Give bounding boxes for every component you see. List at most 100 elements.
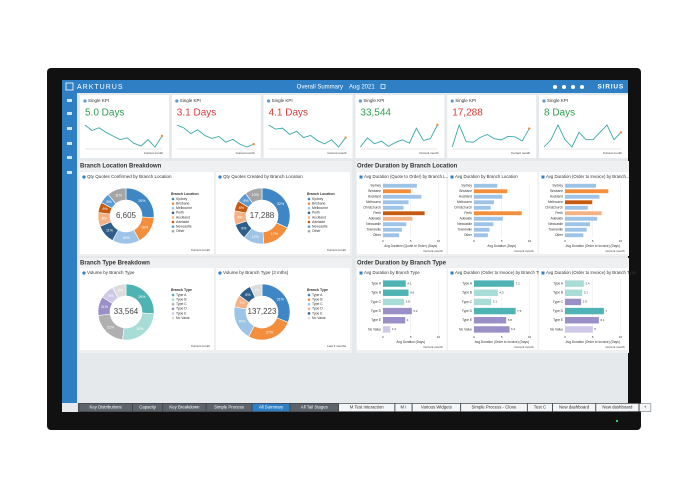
sidebar-icon[interactable]	[67, 156, 72, 159]
panel-footnote: Current month	[191, 248, 211, 252]
x-tick-label: 10	[619, 239, 623, 243]
x-tick-label: 5	[592, 239, 594, 243]
tab-label[interactable]: Key Breakdown	[169, 405, 200, 410]
legend-label: Newcastle	[176, 224, 192, 228]
category-label: Type E	[553, 318, 563, 322]
tab[interactable]	[132, 403, 163, 412]
tab[interactable]	[412, 403, 461, 412]
bar	[383, 233, 400, 238]
segment-label: 9%	[241, 226, 247, 230]
tab[interactable]	[290, 403, 339, 412]
legend-label: Auckland	[312, 215, 326, 219]
tab[interactable]	[78, 403, 133, 412]
sidebar-icon[interactable]	[67, 171, 72, 174]
tab-label[interactable]: Simple Process	[214, 405, 244, 410]
category-label: No Value	[459, 327, 472, 331]
bar	[383, 227, 402, 232]
sidebar-icon[interactable]	[67, 142, 72, 145]
tab[interactable]	[394, 403, 413, 412]
tab-label[interactable]: +	[644, 405, 647, 410]
bar	[474, 227, 490, 232]
user-icon[interactable]	[580, 85, 584, 89]
category-label: No Value	[368, 327, 381, 331]
tab[interactable]	[527, 403, 553, 412]
tab-label[interactable]: All Tail Stages	[301, 405, 328, 410]
bar-panel-title: Avg Duration by Branch Location	[455, 174, 518, 179]
panel-icon	[541, 175, 545, 179]
tab-label[interactable]: Test C	[534, 405, 546, 410]
top-bar	[62, 80, 628, 93]
tab-label[interactable]: M Test Interaction	[350, 405, 384, 410]
tab[interactable]	[338, 403, 395, 412]
dashboard-title: Overall Summary	[297, 85, 343, 91]
tab-label[interactable]: Various Widgets	[421, 405, 452, 410]
legend-swatch	[307, 202, 311, 205]
tab-label[interactable]: M I	[401, 405, 407, 410]
x-axis-label: Avg Duration (Days)	[487, 244, 516, 248]
x-tick-label: 10	[437, 335, 441, 339]
tab[interactable]	[251, 403, 290, 412]
refresh-icon[interactable]	[553, 85, 557, 89]
settings-icon[interactable]	[571, 85, 575, 89]
tab-label[interactable]: All Summary	[259, 405, 284, 410]
bar	[474, 289, 498, 296]
sidebar-icon[interactable]	[67, 112, 72, 115]
x-tick-label: 5	[592, 335, 594, 339]
category-label: Sydney	[552, 184, 563, 188]
panel-icon	[541, 271, 545, 275]
x-tick-label: 0	[382, 239, 384, 243]
bar	[383, 216, 413, 221]
bar-value-label: 1.3	[392, 327, 397, 331]
panel-footnote: Current month	[327, 248, 347, 252]
bar-panel-title: Avg Duration (Order to Invoice) by Branc…	[546, 174, 630, 179]
calendar-icon[interactable]	[380, 84, 386, 89]
category-label: Auckland	[459, 195, 472, 199]
tab[interactable]	[460, 403, 528, 412]
legend-swatch	[307, 220, 311, 224]
tab[interactable]	[162, 403, 206, 412]
tab-label[interactable]: New dashboard	[602, 405, 633, 410]
bar	[383, 307, 412, 315]
sidebar-icons	[67, 99, 72, 174]
section-title: Order Duration by Branch Type	[357, 261, 447, 267]
dashboard-period[interactable]: Aug 2021	[349, 85, 375, 91]
bar-value-label: 2.9	[583, 300, 588, 304]
bar	[565, 280, 584, 287]
tab-label[interactable]: Capacity	[139, 405, 157, 410]
category-label: Melbourne	[457, 200, 472, 204]
bar	[565, 233, 584, 238]
legend-swatch	[171, 293, 175, 297]
bar-panel-title: Avg Duration (Order to Invoice) by Branc…	[546, 270, 637, 275]
category-label: Townsville	[548, 228, 563, 232]
tab[interactable]	[206, 403, 252, 412]
category-label: Brisbane	[459, 189, 472, 193]
sidebar-icon[interactable]	[67, 99, 72, 102]
tab-label[interactable]: Key Distributions	[89, 405, 121, 410]
category-label: Adelaide	[551, 217, 564, 221]
legend-label: Sydney	[176, 197, 188, 201]
legend-label: No Value	[176, 316, 190, 320]
kpi-title: Single KPI	[272, 98, 293, 103]
kpi-title: Single KPI	[363, 98, 384, 103]
sidebar-icon[interactable]	[67, 127, 72, 130]
tab[interactable]	[552, 403, 596, 412]
panel-footnote: Current month	[605, 249, 625, 253]
menu-icon[interactable]	[562, 85, 566, 89]
tab[interactable]	[639, 403, 652, 412]
legend-swatch	[307, 225, 311, 228]
category-label: Newcastle	[548, 222, 563, 226]
sparkline	[543, 123, 622, 148]
content: Single KPI 5.0 Days Current month Single KP…	[78, 95, 652, 412]
bar	[383, 317, 406, 324]
category-label: Brisbane	[368, 189, 381, 193]
kpi-value: 3.1 Days	[177, 108, 216, 119]
kpi-caption: Current month	[603, 151, 623, 155]
tab[interactable]	[595, 403, 639, 412]
legend-label: Auckland	[176, 215, 190, 219]
bar	[565, 227, 587, 232]
x-axis-label: Avg Duration (Order to Invoice) (Days)	[475, 340, 529, 344]
panel-icon	[359, 271, 363, 275]
legend-label: Brisbane	[312, 201, 325, 205]
tab-label[interactable]: New dashboard	[559, 405, 590, 410]
tab-label[interactable]: Simple Process - Clone	[472, 405, 518, 410]
